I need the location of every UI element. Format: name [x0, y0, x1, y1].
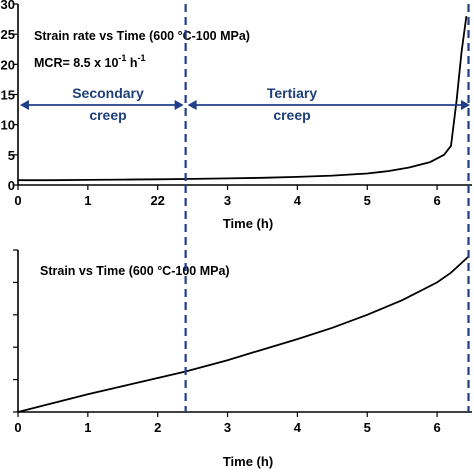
top-x-axis-title: Time (h)	[223, 216, 273, 231]
top-x-tick-label: 6	[433, 193, 440, 208]
top-x-tick-label: 1	[84, 193, 91, 208]
region-arrow-head-left	[187, 100, 197, 110]
top-y-tick-label: 30	[1, 0, 15, 12]
top-series-line	[18, 15, 468, 182]
top-x-tick-label: 4	[294, 193, 302, 208]
top-x-tick-label: 5	[364, 193, 371, 208]
top-x-tick-label: 3	[224, 193, 231, 208]
top-y-tick-label: 15	[1, 88, 15, 103]
tertiary-creep-label-line1: Tertiary	[267, 85, 318, 101]
secondary-creep-label-line1: Secondary	[72, 85, 144, 101]
bottom-x-tick-label: 0	[14, 420, 21, 435]
secondary-creep-label-line2: creep	[89, 107, 126, 123]
bottom-x-tick-label: 5	[364, 420, 371, 435]
top-x-tick-label: 22	[150, 193, 164, 208]
strain-title: Strain vs Time (600 °C-100 MPa)	[40, 264, 230, 278]
strain-rate-title: Strain rate vs Time (600 °C-100 MPa)	[34, 29, 250, 43]
top-y-tick-label: 0	[8, 178, 15, 193]
bottom-x-tick-label: 4	[294, 420, 302, 435]
region-arrow-head-right	[174, 100, 184, 110]
strain-rate-panel: Strain rate vs Time (600 °C-100 MPa) MCR…	[1, 0, 472, 231]
mcr-prefix: MCR= 8.5 x 10	[34, 56, 118, 70]
mcr-exp1: -1	[118, 53, 126, 63]
bottom-x-tick-label: 2	[154, 420, 161, 435]
top-y-tick-label: 10	[1, 118, 15, 133]
mcr-unit: h	[126, 56, 137, 70]
bottom-x-tick-label: 1	[84, 420, 91, 435]
top-x-tick-label: 0	[14, 193, 21, 208]
top-y-tick-label: 20	[1, 57, 15, 72]
top-y-tick-label: 25	[1, 27, 15, 42]
bottom-x-tick-label: 3	[224, 420, 231, 435]
bottom-series-line	[17, 255, 470, 413]
mcr-exp2: -1	[138, 53, 146, 63]
strain-panel: Strain vs Time (600 °C-100 MPa) Time (h)…	[13, 249, 472, 469]
top-y-tick-label: 5	[8, 148, 15, 163]
tertiary-creep-label-line2: creep	[273, 107, 310, 123]
region-arrow-head-right	[461, 100, 470, 110]
mcr-annotation: MCR= 8.5 x 10-1 h-1	[34, 53, 146, 70]
bottom-x-axis-title: Time (h)	[223, 454, 273, 469]
bottom-x-tick-label: 6	[433, 420, 440, 435]
region-arrow-head-left	[20, 100, 29, 110]
